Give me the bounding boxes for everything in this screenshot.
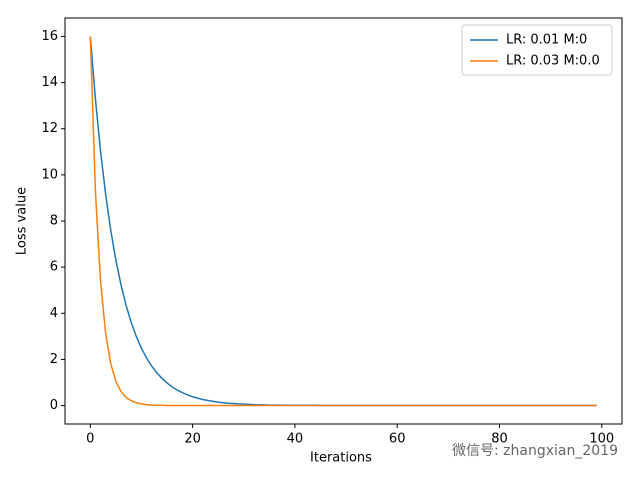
x-tick-label: 20 bbox=[184, 432, 201, 447]
y-tick-label: 10 bbox=[41, 167, 58, 182]
legend-label: LR: 0.01 M:0 bbox=[506, 33, 587, 48]
y-tick-label: 0 bbox=[50, 398, 58, 413]
y-tick-label: 8 bbox=[50, 214, 58, 229]
y-tick-label: 6 bbox=[50, 260, 58, 275]
y-tick-label: 2 bbox=[50, 352, 58, 367]
legend-label: LR: 0.03 M:0.0 bbox=[506, 54, 600, 69]
watermark: 微信号: zhangxian_2019 bbox=[452, 443, 618, 459]
x-axis-label: Iterations bbox=[310, 451, 372, 466]
x-tick-label: 100 bbox=[589, 432, 614, 447]
y-axis-label: Loss value bbox=[15, 187, 30, 255]
plot-frame bbox=[64, 17, 623, 425]
series-line bbox=[89, 36, 597, 407]
x-tick-label: 0 bbox=[86, 432, 94, 447]
y-tick-label: 12 bbox=[41, 121, 58, 136]
y-tick-label: 16 bbox=[41, 29, 58, 44]
x-tick-label: 60 bbox=[389, 432, 406, 447]
y-tick-label: 14 bbox=[41, 75, 58, 90]
legend-box bbox=[461, 24, 613, 76]
y-tick-label: 4 bbox=[50, 306, 58, 321]
x-tick-label: 40 bbox=[287, 432, 304, 447]
x-tick-label: 80 bbox=[491, 432, 508, 447]
series-line bbox=[89, 36, 597, 407]
